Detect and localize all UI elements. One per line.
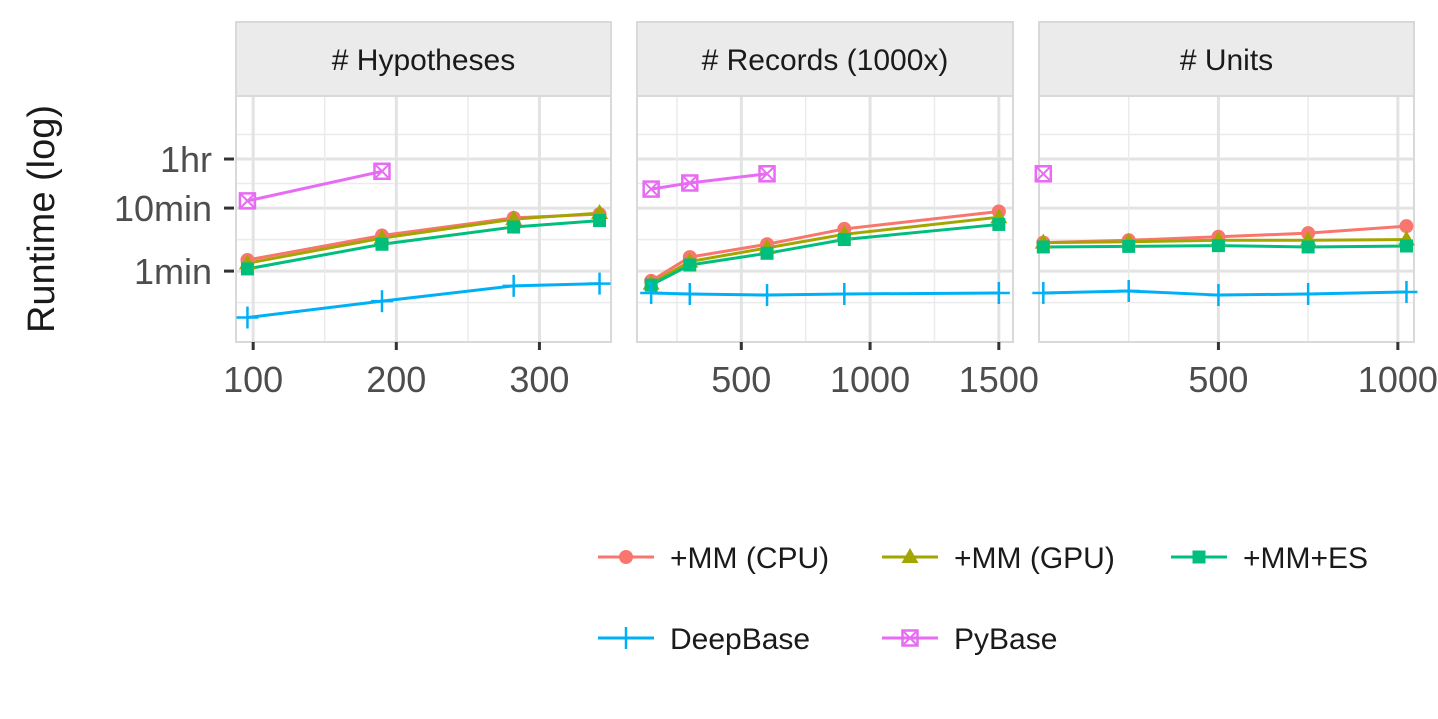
- data-point-deepbase: [1117, 279, 1140, 302]
- strip-bg: [1038, 21, 1415, 97]
- data-point-mm-cpu: [1399, 219, 1414, 234]
- series-line-deepbase: [247, 282, 600, 320]
- data-point-pybase: [373, 162, 391, 181]
- legend-label: PyBase: [954, 623, 1057, 656]
- data-point-mm-es: [683, 258, 697, 272]
- legend: +MM (CPU) +MM (GPU) +MM+ES DeepBase PyBase: [598, 542, 1368, 656]
- legend-item-pybase: PyBase: [882, 623, 1057, 656]
- data-point-pybase: [681, 174, 699, 192]
- legend-item-deepbase: DeepBase: [598, 623, 810, 656]
- legend-key-marker: [615, 627, 637, 649]
- data-point-mm-es: [375, 237, 389, 251]
- y-tick-label-1min: 1min: [134, 251, 212, 292]
- data-point-deepbase: [1207, 284, 1230, 307]
- data-point-mm-es: [760, 246, 774, 260]
- legend-key-marker: [901, 548, 919, 563]
- panel-records-1000x: # Records (1000x) 500 1000 1500: [636, 21, 1039, 400]
- data-point-mm-es: [593, 214, 607, 228]
- data-point-mm-es: [1301, 240, 1315, 254]
- data-point-deepbase: [236, 306, 259, 329]
- series-line-pybase: [650, 172, 768, 191]
- series-line-mm-es: [247, 219, 600, 271]
- data-point-pybase: [758, 165, 776, 183]
- strip-label: # Units: [1180, 44, 1273, 77]
- x-tick-label-300: 300: [509, 359, 569, 400]
- data-point-pybase: [1034, 165, 1053, 183]
- legend-item-mm-gpu: +MM (GPU): [882, 542, 1115, 575]
- data-point-deepbase: [756, 284, 779, 307]
- data-point-pybase: [238, 192, 257, 210]
- x-tick-label-500: 500: [711, 359, 771, 400]
- x-tick-label-500: 500: [1188, 359, 1248, 400]
- legend-key-marker: [619, 550, 633, 564]
- data-point-mm-es: [1036, 240, 1050, 254]
- data-point-deepbase: [1032, 281, 1055, 304]
- legend-label: DeepBase: [670, 623, 810, 656]
- series-line-mm-gpu: [247, 211, 600, 265]
- x-tick-label-200: 200: [366, 359, 426, 400]
- data-point-mm-es: [240, 262, 254, 276]
- series-line-pybase: [247, 169, 383, 203]
- strip-bg: [235, 21, 612, 97]
- data-point-mm-es: [837, 233, 851, 247]
- data-point-deepbase: [1297, 282, 1320, 305]
- legend-item-mm-cpu: +MM (CPU): [598, 542, 829, 575]
- series-line-deepbase: [651, 291, 999, 297]
- data-point-mm-es: [1211, 239, 1225, 253]
- y-tick-label-10min: 10min: [114, 188, 212, 229]
- panel-border: [636, 95, 1014, 343]
- x-tick-label-1000: 1000: [830, 359, 910, 400]
- strip-bg: [636, 21, 1014, 97]
- strip-label: # Hypotheses: [332, 44, 515, 77]
- data-point-deepbase: [640, 281, 663, 304]
- x-tick-label-100: 100: [223, 359, 283, 400]
- x-tick-label-1500: 1500: [959, 359, 1039, 400]
- series-line-mm-gpu: [650, 215, 1000, 285]
- panel-units: # Units 500 1000: [1032, 21, 1438, 400]
- data-point-deepbase: [833, 282, 856, 305]
- data-point-deepbase: [1395, 280, 1418, 303]
- legend-label: +MM+ES: [1243, 542, 1368, 575]
- legend-label: +MM (GPU): [954, 542, 1115, 575]
- data-point-pybase: [642, 180, 660, 198]
- legend-item-mm-es: +MM+ES: [1171, 542, 1368, 575]
- data-point-mm-es: [1122, 239, 1136, 253]
- data-point-mm-es: [992, 217, 1006, 231]
- panel-border: [1038, 95, 1415, 343]
- data-point-deepbase: [588, 272, 611, 295]
- data-point-deepbase: [502, 274, 525, 297]
- legend-label: +MM (CPU): [670, 542, 829, 575]
- legend-key-marker: [901, 629, 919, 647]
- data-point-mm-es: [1399, 239, 1413, 253]
- data-point-deepbase: [987, 281, 1010, 304]
- panel-hypotheses: # Hypotheses 100 200 300: [223, 21, 612, 400]
- data-point-mm-es: [507, 220, 521, 234]
- x-tick-label-1000: 1000: [1358, 359, 1438, 400]
- strip-label: # Records (1000x): [702, 44, 949, 77]
- legend-key-marker: [1192, 550, 1206, 564]
- y-axis-title: Runtime (log): [21, 105, 63, 333]
- y-tick-label-1hr: 1hr: [160, 139, 212, 180]
- data-point-deepbase: [678, 282, 701, 305]
- panel-border: [235, 95, 612, 343]
- data-point-deepbase: [370, 290, 393, 313]
